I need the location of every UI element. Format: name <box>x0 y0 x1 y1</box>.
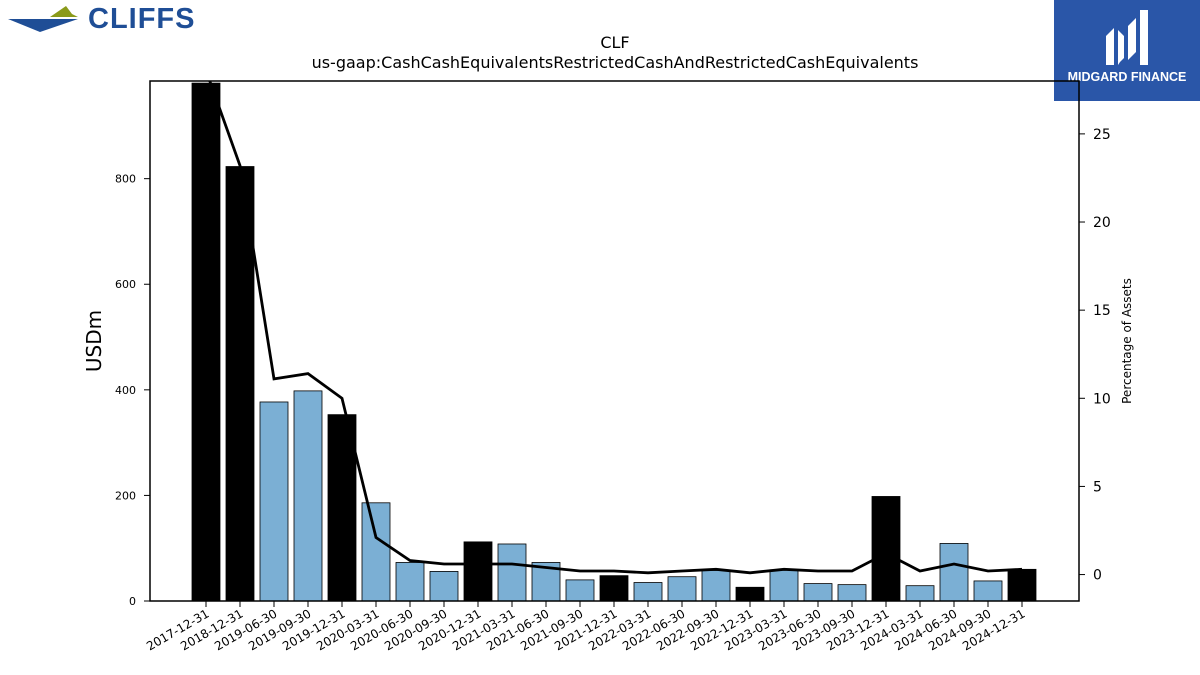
midgard-logo-text: MIDGARD FINANCE <box>1068 70 1187 84</box>
chart-subtitle: us-gaap:CashCashEquivalentsRestrictedCas… <box>312 53 919 72</box>
y2-axis-label: Percentage of Assets <box>1120 278 1134 404</box>
y2-tick-label: 5 <box>1093 479 1102 495</box>
bar-2020-03-31 <box>361 502 391 602</box>
bar-2021-09-30 <box>565 579 595 602</box>
bar-2020-06-30 <box>395 562 425 602</box>
bar-2018-12-31 <box>225 166 255 602</box>
y2-tick-label: 20 <box>1093 215 1111 231</box>
bar-2024-09-30 <box>973 580 1003 602</box>
y-tick-label: 800 <box>115 173 136 186</box>
bar-2022-09-30 <box>701 569 731 602</box>
bar-2021-03-31 <box>497 543 527 602</box>
bar-2020-12-31 <box>463 541 493 602</box>
chart-title: CLF <box>600 33 629 52</box>
bar-2019-12-31 <box>327 414 357 602</box>
bar-2023-06-30 <box>803 583 833 602</box>
bar-2022-12-31 <box>735 586 765 602</box>
y2-tick-label: 15 <box>1093 303 1111 319</box>
bar-2024-03-31 <box>905 585 935 602</box>
cliffs-logo-mark-top <box>8 6 78 17</box>
bar-2017-12-31 <box>191 82 221 602</box>
bar-2019-06-30 <box>259 401 289 602</box>
bar-2022-06-30 <box>667 576 697 602</box>
bar-2023-12-31 <box>871 496 901 602</box>
y-axis-label: USDm <box>82 310 106 372</box>
bar-2022-03-31 <box>633 582 663 602</box>
y-tick-label: 200 <box>115 489 136 502</box>
bar-2024-06-30 <box>939 543 969 602</box>
cliffs-logo-text: CLIFFS <box>88 3 196 35</box>
bar-2024-12-31 <box>1007 568 1037 602</box>
percentage-of-assets-line <box>208 81 1023 575</box>
y2-tick-label: 0 <box>1093 568 1102 584</box>
y-tick-label: 0 <box>129 595 136 608</box>
midgard-m-icon <box>1106 10 1148 65</box>
plot-frame <box>149 80 1080 602</box>
bar-2019-09-30 <box>293 390 323 602</box>
bar-2020-09-30 <box>429 571 459 602</box>
y-tick-label: 400 <box>115 384 136 397</box>
bar-2021-12-31 <box>599 575 629 602</box>
cliffs-logo: CLIFFS <box>8 3 196 35</box>
y-tick-label: 600 <box>115 278 136 291</box>
y2-tick-label: 25 <box>1093 127 1111 143</box>
cliffs-logo-mark-bottom <box>8 19 78 32</box>
bar-2023-03-31 <box>769 569 799 602</box>
y2-tick-label: 10 <box>1093 391 1111 407</box>
bar-2023-09-30 <box>837 584 867 602</box>
